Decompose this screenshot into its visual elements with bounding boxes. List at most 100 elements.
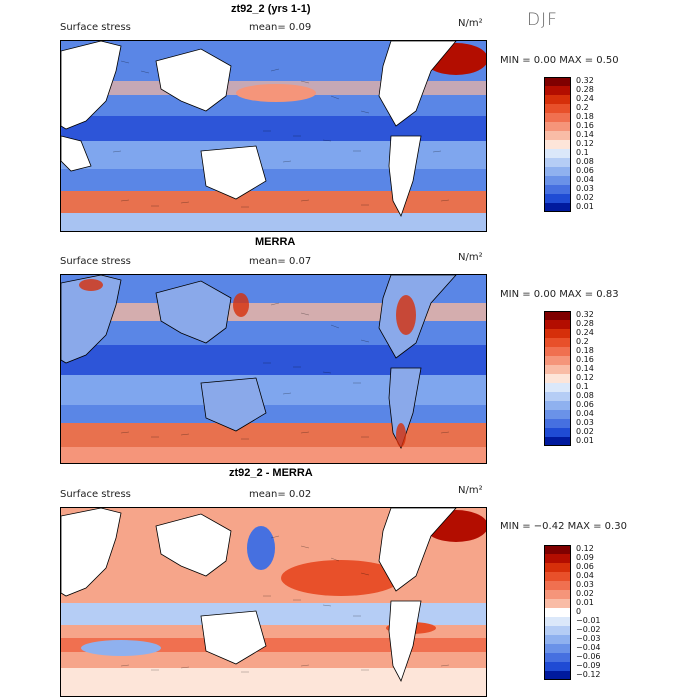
colorbar-tick-label: −0.02 (576, 625, 601, 634)
variable-label: Surface stress (60, 22, 131, 33)
variable-label: Surface stress (60, 489, 131, 500)
colorbar-tick-label: −0.12 (576, 670, 601, 679)
colorbar-tick-label: 0.01 (576, 202, 594, 211)
mean-value: 0.07 (289, 256, 312, 267)
colorbar-swatch (544, 329, 571, 338)
colorbar-swatch (544, 599, 571, 608)
colorbar-swatch (544, 626, 571, 635)
colorbar-tick-label: 0.06 (576, 562, 594, 571)
colorbar-tick-label: 0.18 (576, 112, 594, 121)
colorbar-tick-label: 0.01 (576, 436, 594, 445)
colorbar-swatch (544, 347, 571, 356)
colorbar-tick-label: 0.24 (576, 94, 594, 103)
colorbar (544, 545, 572, 680)
colorbar-tick-label: 0.16 (576, 121, 594, 130)
minmax-label: MIN = −0.42 MAX = 0.30 (500, 521, 627, 532)
colorbar-swatch (544, 77, 571, 86)
map-canvas (61, 275, 486, 463)
mean-label: mean= (249, 489, 286, 500)
colorbar-swatch (544, 131, 571, 140)
mean-label: mean= (249, 22, 286, 33)
colorbar-tick-label: 0.32 (576, 310, 594, 319)
colorbar-swatch (544, 617, 571, 626)
units-label: N/m² (458, 485, 483, 496)
colorbar-swatch (544, 158, 571, 167)
stress-map (60, 274, 487, 464)
colorbar-swatch (544, 365, 571, 374)
colorbar-swatch (544, 311, 571, 320)
colorbar-tick-label: 0.02 (576, 193, 594, 202)
colorbar-tick-label: 0.18 (576, 346, 594, 355)
colorbar-swatch (544, 554, 571, 563)
colorbar-tick-label: 0.12 (576, 139, 594, 148)
colorbar-tick-label: −0.09 (576, 661, 601, 670)
colorbar-swatch (544, 383, 571, 392)
variable-label: Surface stress (60, 256, 131, 267)
colorbar-tick-label: 0.16 (576, 355, 594, 364)
colorbar-swatch (544, 194, 571, 203)
mean-value: 0.02 (289, 489, 312, 500)
colorbar-tick-label: 0.02 (576, 427, 594, 436)
mean-label: mean= (249, 256, 286, 267)
colorbar-tick-label: 0.06 (576, 166, 594, 175)
colorbar-tick-label: 0.03 (576, 580, 594, 589)
colorbar-swatch (544, 185, 571, 194)
colorbar-tick-label: 0.12 (576, 544, 594, 553)
units-label: N/m² (458, 18, 483, 29)
colorbar (544, 77, 572, 212)
colorbar-swatch (544, 104, 571, 113)
colorbar-tick-label: −0.03 (576, 634, 601, 643)
colorbar-tick-label: 0.04 (576, 571, 594, 580)
colorbar-tick-label: −0.04 (576, 643, 601, 652)
colorbar-tick-label: 0.1 (576, 148, 589, 157)
colorbar-tick-label: 0.04 (576, 409, 594, 418)
colorbar-swatch (544, 419, 571, 428)
panel-title: MERRA (255, 236, 296, 248)
colorbar-tick-label: 0.2 (576, 103, 589, 112)
colorbar-swatch (544, 581, 571, 590)
colorbar-tick-label: 0.28 (576, 319, 594, 328)
colorbar-tick-label: 0.08 (576, 391, 594, 400)
colorbar-tick-label: −0.01 (576, 616, 601, 625)
colorbar-tick-label: 0.28 (576, 85, 594, 94)
colorbar-tick-label: 0.02 (576, 589, 594, 598)
colorbar-tick-label: 0.06 (576, 400, 594, 409)
colorbar-swatch (544, 86, 571, 95)
colorbar-swatch (544, 437, 571, 446)
colorbar-tick-label: 0.14 (576, 130, 594, 139)
colorbar-tick-label: 0.04 (576, 175, 594, 184)
colorbar-swatch (544, 356, 571, 365)
colorbar-tick-label: 0.14 (576, 364, 594, 373)
panel-title: zt92_2 (yrs 1-1) (231, 3, 311, 15)
mean-value: 0.09 (289, 22, 312, 33)
minmax-label: MIN = 0.00 MAX = 0.83 (500, 289, 619, 300)
colorbar-tick-label: 0.03 (576, 418, 594, 427)
panel-title: zt92_2 - MERRA (229, 467, 313, 479)
colorbar-tick-label: 0.24 (576, 328, 594, 337)
minmax-label: MIN = 0.00 MAX = 0.50 (500, 55, 619, 66)
colorbar-swatch (544, 203, 571, 212)
colorbar-swatch (544, 149, 571, 158)
colorbar-swatch (544, 590, 571, 599)
colorbar-tick-label: 0.01 (576, 598, 594, 607)
colorbar-tick-label: 0.2 (576, 337, 589, 346)
colorbar-swatch (544, 653, 571, 662)
colorbar-swatch (544, 563, 571, 572)
colorbar-swatch (544, 644, 571, 653)
colorbar-tick-label: −0.06 (576, 652, 601, 661)
stress-map (60, 40, 487, 232)
colorbar-swatch (544, 176, 571, 185)
colorbar-swatch (544, 410, 571, 419)
colorbar-swatch (544, 113, 571, 122)
colorbar-swatch (544, 635, 571, 644)
colorbar-swatch (544, 545, 571, 554)
colorbar-swatch (544, 608, 571, 617)
colorbar-tick-label: 0.09 (576, 553, 594, 562)
units-label: N/m² (458, 252, 483, 263)
stress-map (60, 507, 487, 697)
colorbar-tick-label: 0 (576, 607, 582, 616)
colorbar-swatch (544, 122, 571, 131)
colorbar-swatch (544, 671, 571, 680)
colorbar-swatch (544, 374, 571, 383)
season-label: DJF (527, 10, 558, 30)
